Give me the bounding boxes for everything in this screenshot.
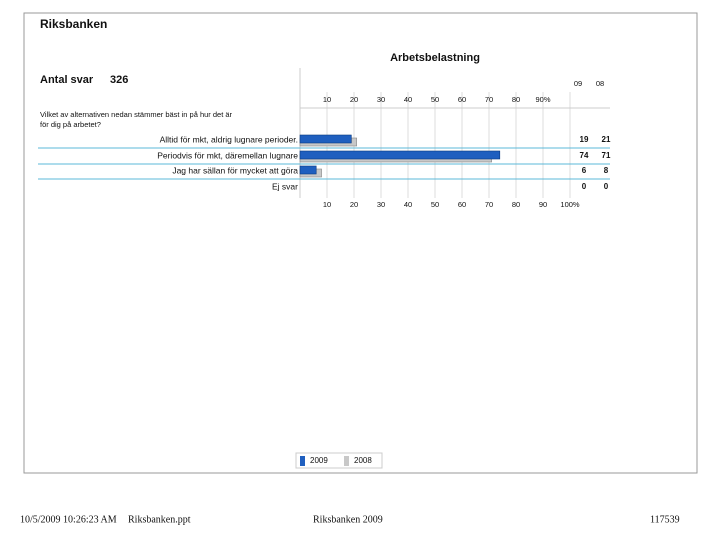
legend-box [295, 452, 383, 469]
x-tick-label-top: 50 [431, 95, 439, 104]
value-label: 74 [580, 151, 589, 160]
x-tick-label-top: 60 [458, 95, 466, 104]
value-label: 21 [602, 135, 611, 144]
x-tick-label: 20 [350, 200, 358, 209]
x-tick-label: 60 [458, 200, 466, 209]
category-label: Jag har sällan för mycket att göra [172, 165, 298, 175]
footer-number: 117539 [650, 514, 680, 525]
category-label: Ej svar [272, 181, 298, 191]
value-label: 0 [604, 182, 609, 191]
value-label: 6 [582, 166, 587, 175]
x-tick-label-top: 40 [404, 95, 412, 104]
footer-file: Riksbanken.ppt [128, 514, 191, 525]
value-label: 71 [602, 151, 611, 160]
x-tick-label: 70 [485, 200, 493, 209]
column-header: 09 [574, 79, 582, 88]
respondents-label: Antal svar [40, 74, 94, 86]
slide-frame [23, 12, 698, 474]
x-tick-label-top: 20 [350, 95, 358, 104]
x-tick-label-top: 90% [535, 95, 550, 104]
value-label: 8 [604, 166, 609, 175]
x-tick-label: 40 [404, 200, 412, 209]
legend-swatch [344, 456, 349, 466]
x-tick-label: 80 [512, 200, 520, 209]
x-tick-label: 90 [539, 200, 547, 209]
slide-title: Riksbanken [40, 17, 107, 31]
column-header: 08 [596, 79, 604, 88]
value-label: 0 [582, 182, 587, 191]
x-tick-label-top: 80 [512, 95, 520, 104]
bar [299, 150, 501, 160]
x-tick-label: 30 [377, 200, 385, 209]
x-tick-label-top: 70 [485, 95, 493, 104]
x-tick-label: 100% [560, 200, 580, 209]
legend-label: 2008 [354, 456, 372, 465]
category-label: Periodvis för mkt, däremellan lugnare [157, 150, 298, 160]
bar [299, 134, 352, 144]
x-tick-label-top: 10 [323, 95, 331, 104]
bar [299, 165, 317, 175]
value-label: 19 [580, 135, 589, 144]
legend-label: 2009 [310, 456, 328, 465]
chart-title: Arbetsbelastning [390, 52, 480, 64]
question: för dig på arbetet? [40, 120, 101, 129]
question: Vilket av alternativen nedan stämmer bäs… [40, 110, 233, 119]
footer-timestamp: 10/5/2009 10:26:23 AM [20, 514, 117, 525]
category-label: Alltid för mkt, aldrig lugnare perioder. [160, 134, 298, 144]
x-tick-label: 50 [431, 200, 439, 209]
legend-swatch [300, 456, 305, 466]
x-tick-label: 10 [323, 200, 331, 209]
footer-center: Riksbanken 2009 [313, 514, 383, 525]
respondents: 326 [110, 74, 128, 86]
x-tick-label-top: 30 [377, 95, 385, 104]
